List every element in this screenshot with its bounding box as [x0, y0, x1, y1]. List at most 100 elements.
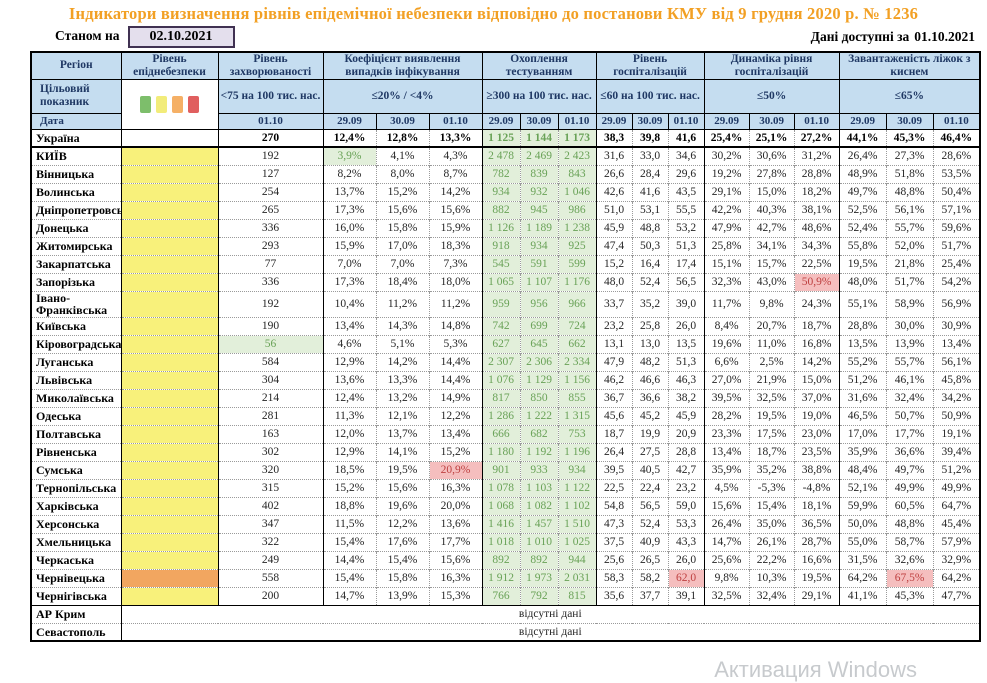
value-cell: 53,3 — [667, 514, 705, 534]
region-name: Сумська — [31, 460, 121, 480]
value-cell: 53,1 — [631, 200, 669, 220]
value-cell: 190 — [217, 316, 323, 336]
value-cell: 35,9% — [703, 460, 750, 480]
value-cell: 13,3% — [375, 370, 429, 390]
value-cell: 42,2% — [703, 200, 750, 220]
value-cell: 25,6% — [703, 550, 750, 570]
value-cell: 12,1% — [375, 406, 429, 426]
value-cell: 30,2% — [703, 146, 750, 166]
value-cell: 50,9% — [932, 406, 981, 426]
value-cell: 18,4% — [375, 272, 429, 292]
region-name: Полтавська — [31, 424, 121, 444]
value-cell: 46,6 — [631, 370, 669, 390]
region-name: КИЇВ — [31, 146, 121, 166]
value-cell: 46,4% — [932, 128, 981, 149]
table-row: КИЇВ 192 3,9% 4,1% 4,3% 2 478 2 469 2 423 31,6 33… — [31, 146, 981, 166]
value-cell: 192 — [217, 290, 323, 318]
value-cell: 18,8% — [322, 496, 376, 516]
value-cell: 32,9% — [932, 550, 981, 570]
value-cell: 38,1% — [793, 200, 840, 220]
value-cell: 35,2 — [631, 290, 669, 318]
value-cell: 1 189 — [519, 218, 559, 238]
value-cell: 38,8% — [793, 460, 840, 480]
value-cell: 25,6 — [595, 550, 633, 570]
value-cell: 40,5 — [631, 460, 669, 480]
value-cell: 15,4% — [375, 550, 429, 570]
value-cell: 4,6% — [322, 334, 376, 354]
date-header: 29.09 — [838, 112, 887, 130]
value-cell: 55,8% — [838, 236, 887, 256]
value-cell: 163 — [217, 424, 323, 444]
value-cell: 214 — [217, 388, 323, 408]
epidemic-indicators-table: Регіон Рівень епіднебезпеки Рівень захво… — [30, 51, 982, 643]
region-name: Луганська — [31, 352, 121, 372]
value-cell: 1 238 — [557, 218, 597, 238]
value-cell: 40,3% — [748, 200, 795, 220]
value-cell: 50,0% — [838, 514, 887, 534]
value-cell: 7,0% — [375, 254, 429, 274]
value-cell: 47,9% — [703, 218, 750, 238]
value-cell: 19,5% — [793, 568, 840, 588]
value-cell: 50,3 — [631, 236, 669, 256]
value-cell: 47,3 — [595, 514, 633, 534]
value-cell: 966 — [557, 290, 597, 318]
value-cell: 2 423 — [557, 146, 597, 166]
value-cell: 15,7% — [748, 254, 795, 274]
region-name: Київська — [31, 316, 121, 336]
value-cell: 31,6 — [595, 146, 633, 166]
value-cell: 54,2% — [932, 272, 981, 292]
value-cell: 7,3% — [428, 254, 483, 274]
value-cell: 15,4% — [748, 496, 795, 516]
region-name: Івано-Франківська — [31, 290, 121, 318]
value-cell: 14,2% — [793, 352, 840, 372]
region-name: Україна — [31, 128, 121, 149]
value-cell: 59,0 — [667, 496, 705, 516]
data-available-block: Дані доступні за 01.10.2021 — [806, 29, 975, 45]
value-cell: 1 125 — [481, 128, 521, 149]
page-title: Індикатори визначення рівнів епідемічної… — [68, 4, 919, 23]
table-row: Черкаська 249 14,4% 15,4% 15,6% 892 892 944 25,6… — [31, 550, 981, 570]
value-cell: 14,7% — [322, 586, 376, 606]
value-cell: 1 180 — [481, 442, 521, 462]
value-cell: 19,5% — [748, 406, 795, 426]
value-cell: 48,8 — [631, 218, 669, 238]
value-cell: 47,7% — [932, 586, 981, 606]
value-cell: 56,1% — [885, 200, 934, 220]
epidemic-level-cell — [120, 478, 218, 498]
value-cell: 45,3% — [885, 128, 934, 149]
value-cell: 25,1% — [748, 128, 795, 149]
as-of-date-box: 02.10.2021 — [127, 26, 235, 48]
value-cell: 4,3% — [428, 146, 483, 166]
value-cell: 50,9% — [793, 272, 840, 292]
value-cell: 302 — [217, 442, 323, 462]
value-cell: 934 — [519, 236, 559, 256]
value-cell: 14,2% — [428, 182, 483, 202]
col-header-region: Регіон — [30, 51, 122, 80]
value-cell: 1 129 — [519, 370, 559, 390]
value-cell: 53,5% — [932, 164, 981, 184]
value-cell: 13,0 — [631, 334, 669, 354]
region-name: Рівненська — [31, 442, 121, 462]
value-cell: 20,9% — [428, 460, 483, 480]
value-cell: 13,4% — [322, 316, 376, 336]
value-cell: 28,8% — [838, 316, 887, 336]
value-cell: 39,0 — [667, 290, 705, 318]
value-cell: 13,3% — [428, 128, 483, 149]
value-cell: 52,4% — [838, 218, 887, 238]
value-cell: 666 — [481, 424, 521, 444]
value-cell: 320 — [217, 460, 323, 480]
table-row: Севастополь відсутні дані — [31, 622, 981, 642]
value-cell: 4,1% — [375, 146, 429, 166]
value-cell: 1 156 — [557, 370, 597, 390]
value-cell: 10,3% — [748, 568, 795, 588]
region-name: Тернопільська — [31, 478, 121, 498]
value-cell: 25,4% — [703, 128, 750, 149]
value-cell: 12,9% — [322, 352, 376, 372]
value-cell: 35,2% — [748, 460, 795, 480]
date-header: 01.10 — [667, 112, 705, 130]
epidemic-level-cell — [120, 514, 218, 534]
date-header: 30.09 — [748, 112, 795, 130]
target-oxygen-beds: ≤65% — [838, 78, 981, 114]
value-cell: 1 103 — [519, 478, 559, 498]
value-cell: 52,5% — [838, 200, 887, 220]
